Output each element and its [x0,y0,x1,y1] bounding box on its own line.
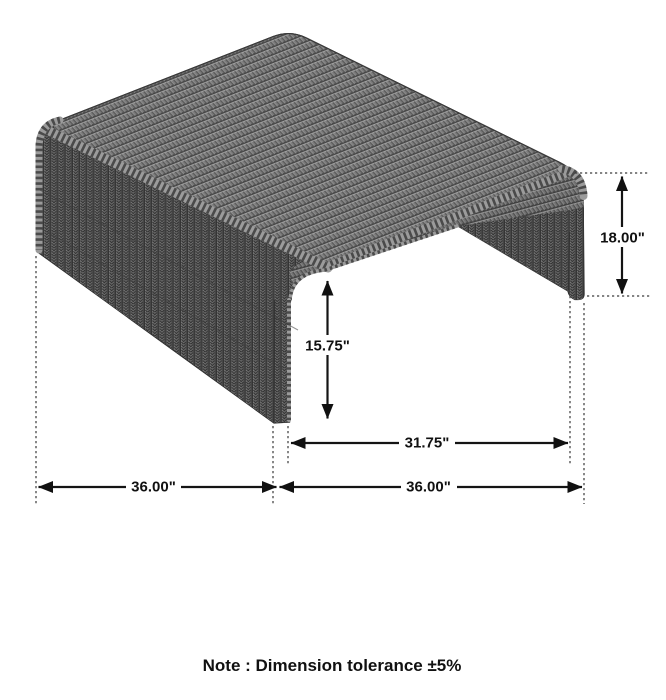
tolerance-note: Note : Dimension tolerance ±5% [203,656,462,675]
braid-trim-left-corner [35,116,64,254]
table-right-panel [457,207,584,300]
braid-trim-right-corner-dash [561,165,588,197]
dimension-height: 18.00" [595,176,650,294]
left-panel-seam-2 [39,227,284,369]
braid-trim-left-bend-dash [45,125,330,273]
dimension-inner-height-label: 15.75" [305,338,350,355]
dimension-front-width: 36.00" [279,476,583,496]
braid-trim-underside-dash [288,224,458,301]
coffee-table-illustration [35,32,588,424]
dimension-height-label: 18.00" [600,230,645,247]
left-leg-corner-line [273,299,276,423]
left-panel-seam-1 [39,189,299,331]
table-left-panel [39,124,333,423]
dimension-front-width-label: 36.00" [406,479,451,496]
dimension-inner-width-label: 31.75" [405,435,450,452]
table-front-edge-band [290,174,584,285]
dimension-inner-height: 15.75" [300,280,355,419]
dimension-height-label-bg [595,227,650,247]
dimension-side-depth-label-bg [126,476,181,496]
dimension-inner-height-label-bg [300,335,355,355]
dimension-front-width-label-bg [401,476,457,496]
right-leg-corner-line [567,231,571,291]
dimension-inner-width-label-bg [399,432,455,452]
dimension-inner-width: 31.75" [290,432,569,452]
dimension-side-depth: 36.00" [38,476,277,496]
braid-trim-front-edge-dash [329,168,572,269]
dimension-side-depth-label: 36.00" [131,479,176,496]
